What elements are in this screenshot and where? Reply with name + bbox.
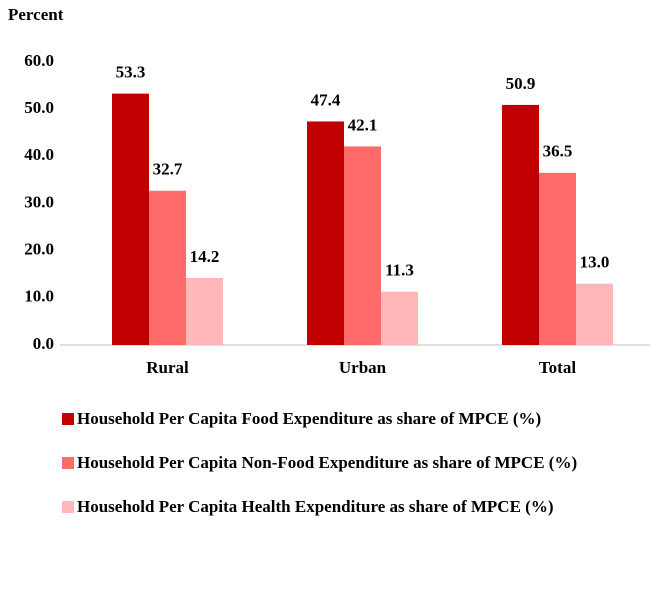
data-label: 50.9: [506, 74, 536, 93]
x-tick-label: Rural: [146, 358, 189, 377]
bar: [576, 283, 613, 345]
data-label: 11.3: [385, 261, 414, 280]
bar: [186, 278, 223, 345]
legend-item: Household Per Capita Food Expenditure as…: [62, 408, 622, 430]
data-label: 32.7: [153, 160, 183, 179]
chart: Percent 0.0 10.0 20.0 30.0 40.0 50.0 60.0 Rural…: [8, 5, 650, 377]
y-tick-label: 60.0: [24, 51, 54, 70]
bar: [344, 146, 381, 345]
data-label: 13.0: [580, 253, 610, 272]
legend-swatch: [62, 413, 74, 425]
data-label: 53.3: [116, 63, 146, 82]
legend-label: Household Per Capita Food Expenditure as…: [77, 409, 542, 428]
bar: [381, 291, 418, 345]
x-tick-label: Urban: [339, 358, 387, 377]
y-tick-label: 20.0: [24, 240, 54, 259]
bar: [307, 121, 344, 346]
y-tick-label: 50.0: [24, 98, 54, 117]
bar: [539, 172, 576, 345]
bar: [112, 93, 149, 345]
y-tick-label: 30.0: [24, 192, 54, 211]
y-tick-label: 40.0: [24, 145, 54, 164]
bar: [502, 104, 539, 346]
legend-swatch: [62, 457, 74, 469]
data-label: 42.1: [348, 115, 378, 134]
y-axis-label: Percent: [8, 5, 64, 24]
legend-label: Household Per Capita Non-Food Expenditur…: [77, 453, 578, 472]
legend-item: Household Per Capita Health Expenditure …: [62, 496, 622, 518]
legend-swatch: [62, 501, 74, 513]
bar: [149, 190, 186, 345]
y-tick-label: 0.0: [33, 334, 54, 353]
legend: Household Per Capita Food Expenditure as…: [62, 408, 622, 540]
legend-label: Household Per Capita Health Expenditure …: [77, 497, 554, 516]
data-label: 14.2: [190, 247, 220, 266]
x-tick-label: Total: [539, 358, 576, 377]
y-tick-label: 10.0: [24, 287, 54, 306]
legend-item: Household Per Capita Non-Food Expenditur…: [62, 452, 622, 474]
data-label: 36.5: [543, 142, 573, 161]
data-label: 47.4: [311, 90, 341, 109]
